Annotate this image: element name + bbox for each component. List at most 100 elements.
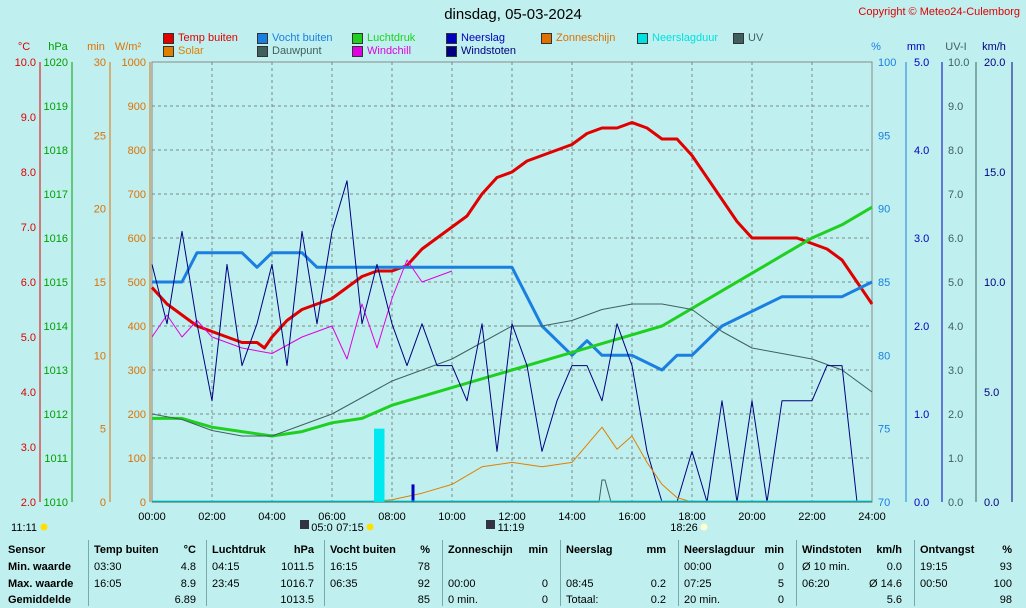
tick-label: 0.0 [948, 497, 963, 509]
tick-label: 30 [94, 57, 106, 69]
x-tick-label: 22:00 [798, 511, 826, 523]
tick-label: 90 [878, 204, 890, 216]
tick-label: 1014 [44, 321, 68, 333]
axis-unit: mm [907, 41, 925, 53]
tick-label: 8.0 [948, 145, 963, 157]
tick-label: 500 [128, 277, 146, 289]
table-cell: Ø 14.6 [868, 578, 902, 590]
tick-label: 10 [94, 350, 106, 362]
table-cell: 06:20 [802, 578, 830, 590]
x-tick-label: 12:00 [498, 511, 526, 523]
tick-label: 5 [100, 424, 106, 436]
tick-label: 15.0 [984, 167, 1005, 179]
sun-icon [366, 523, 374, 531]
axis-unit: hPa [48, 41, 68, 53]
table-cell: 00:50 [920, 578, 948, 590]
table-divider [442, 540, 443, 606]
tick-label: 100 [128, 453, 146, 465]
astro-label: 05:0 [311, 522, 332, 534]
x-tick-label: 02:00 [198, 511, 226, 523]
tick-label: 1018 [44, 145, 68, 157]
table-cell: 5.6 [886, 594, 902, 606]
table-cell: 16:15 [330, 561, 358, 573]
table-cell: 5 [777, 578, 784, 590]
tick-label: 3.0 [21, 442, 36, 454]
tick-label: 2.0 [948, 409, 963, 421]
tick-label: 0.0 [914, 497, 929, 509]
x-tick-label: 04:00 [258, 511, 286, 523]
table-cell: Totaal: [566, 594, 599, 606]
tick-label: 2.0 [21, 497, 36, 509]
tick-label: 5.0 [948, 277, 963, 289]
table-cell: 0.0 [886, 561, 902, 573]
tick-label: 1019 [44, 101, 68, 113]
legend-label: Zonneschijn [556, 32, 616, 44]
tick-label: 5.0 [914, 57, 929, 69]
legend-label: Neerslagduur [652, 32, 719, 44]
table-header: Ontvangst [920, 544, 975, 556]
series-solar [152, 426, 872, 503]
tick-label: 25 [94, 130, 106, 142]
table-divider [88, 540, 89, 606]
tick-label: 9.0 [948, 101, 963, 113]
tick-label: 200 [128, 409, 146, 421]
legend-item: Zonneschijn [541, 32, 615, 44]
table-cell: 8.9 [180, 578, 196, 590]
astro-label: 11:19 [498, 522, 525, 534]
tick-label: 1016 [44, 233, 68, 245]
legend-item: Vocht buiten [257, 32, 333, 44]
tick-label: 3.0 [914, 233, 929, 245]
table-divider [796, 540, 797, 606]
legend-swatch [733, 32, 744, 44]
axis-unit: W/m² [115, 41, 142, 53]
tick-label: 900 [128, 101, 146, 113]
tick-label: 4.0 [948, 321, 963, 333]
table-cell: 0.2 [650, 578, 666, 590]
legend-swatch [163, 45, 174, 57]
weather-chart: 10.09.08.07.06.05.04.03.02.0102010191018… [11, 41, 1013, 534]
series-vocht-buiten [152, 251, 873, 372]
legend-item: Solar [163, 45, 204, 57]
tick-label: 6.0 [948, 233, 963, 245]
tick-label: 6.0 [21, 277, 36, 289]
table-cell: 1011.5 [281, 561, 314, 573]
astro-label: 11:11 [11, 522, 37, 534]
table-cell: 6.89 [174, 594, 196, 606]
tick-label: 70 [878, 497, 890, 509]
tick-label: 85 [878, 277, 890, 289]
table-cell: 00:00 [684, 561, 712, 573]
legend-item: UV [733, 32, 763, 44]
x-tick-label: 24:00 [858, 511, 886, 523]
x-tick-label: 00:00 [138, 511, 166, 523]
table-cell: 85 [417, 594, 430, 606]
x-tick-label: 06:00 [318, 511, 346, 523]
tick-label: 10.0 [984, 277, 1005, 289]
tick-label: 7.0 [21, 222, 36, 234]
table-divider [678, 540, 679, 606]
axis-unit: UV-I [945, 41, 966, 53]
tick-label: 1015 [44, 277, 68, 289]
legend-label: Dauwpunt [272, 45, 322, 57]
table-unit: min [528, 544, 548, 556]
tick-label: 800 [128, 145, 146, 157]
tick-label: 1000 [122, 57, 146, 69]
legend-item: Dauwpunt [257, 45, 322, 57]
axis-unit: °C [18, 41, 30, 53]
table-header: Neerslag [566, 544, 613, 556]
x-tick-label: 20:00 [738, 511, 766, 523]
tick-label: 20.0 [984, 57, 1005, 69]
table-row-label: Max. waarde [8, 578, 74, 590]
legend-label: Neerslag [461, 32, 506, 44]
copyright-link[interactable]: Copyright © Meteo24-Culemborg [858, 6, 1020, 18]
tick-label: 95 [878, 130, 890, 142]
x-tick-label: 14:00 [558, 511, 586, 523]
series-windchill [151, 259, 453, 360]
tick-label: 700 [128, 189, 146, 201]
table-cell: 0.2 [650, 594, 666, 606]
table-unit: hPa [293, 544, 314, 556]
legend-swatch [637, 32, 648, 44]
table-divider [560, 540, 561, 606]
table-header: Sensor [8, 544, 46, 556]
axis-unit: % [871, 41, 881, 53]
legend-label: Windchill [367, 45, 412, 57]
